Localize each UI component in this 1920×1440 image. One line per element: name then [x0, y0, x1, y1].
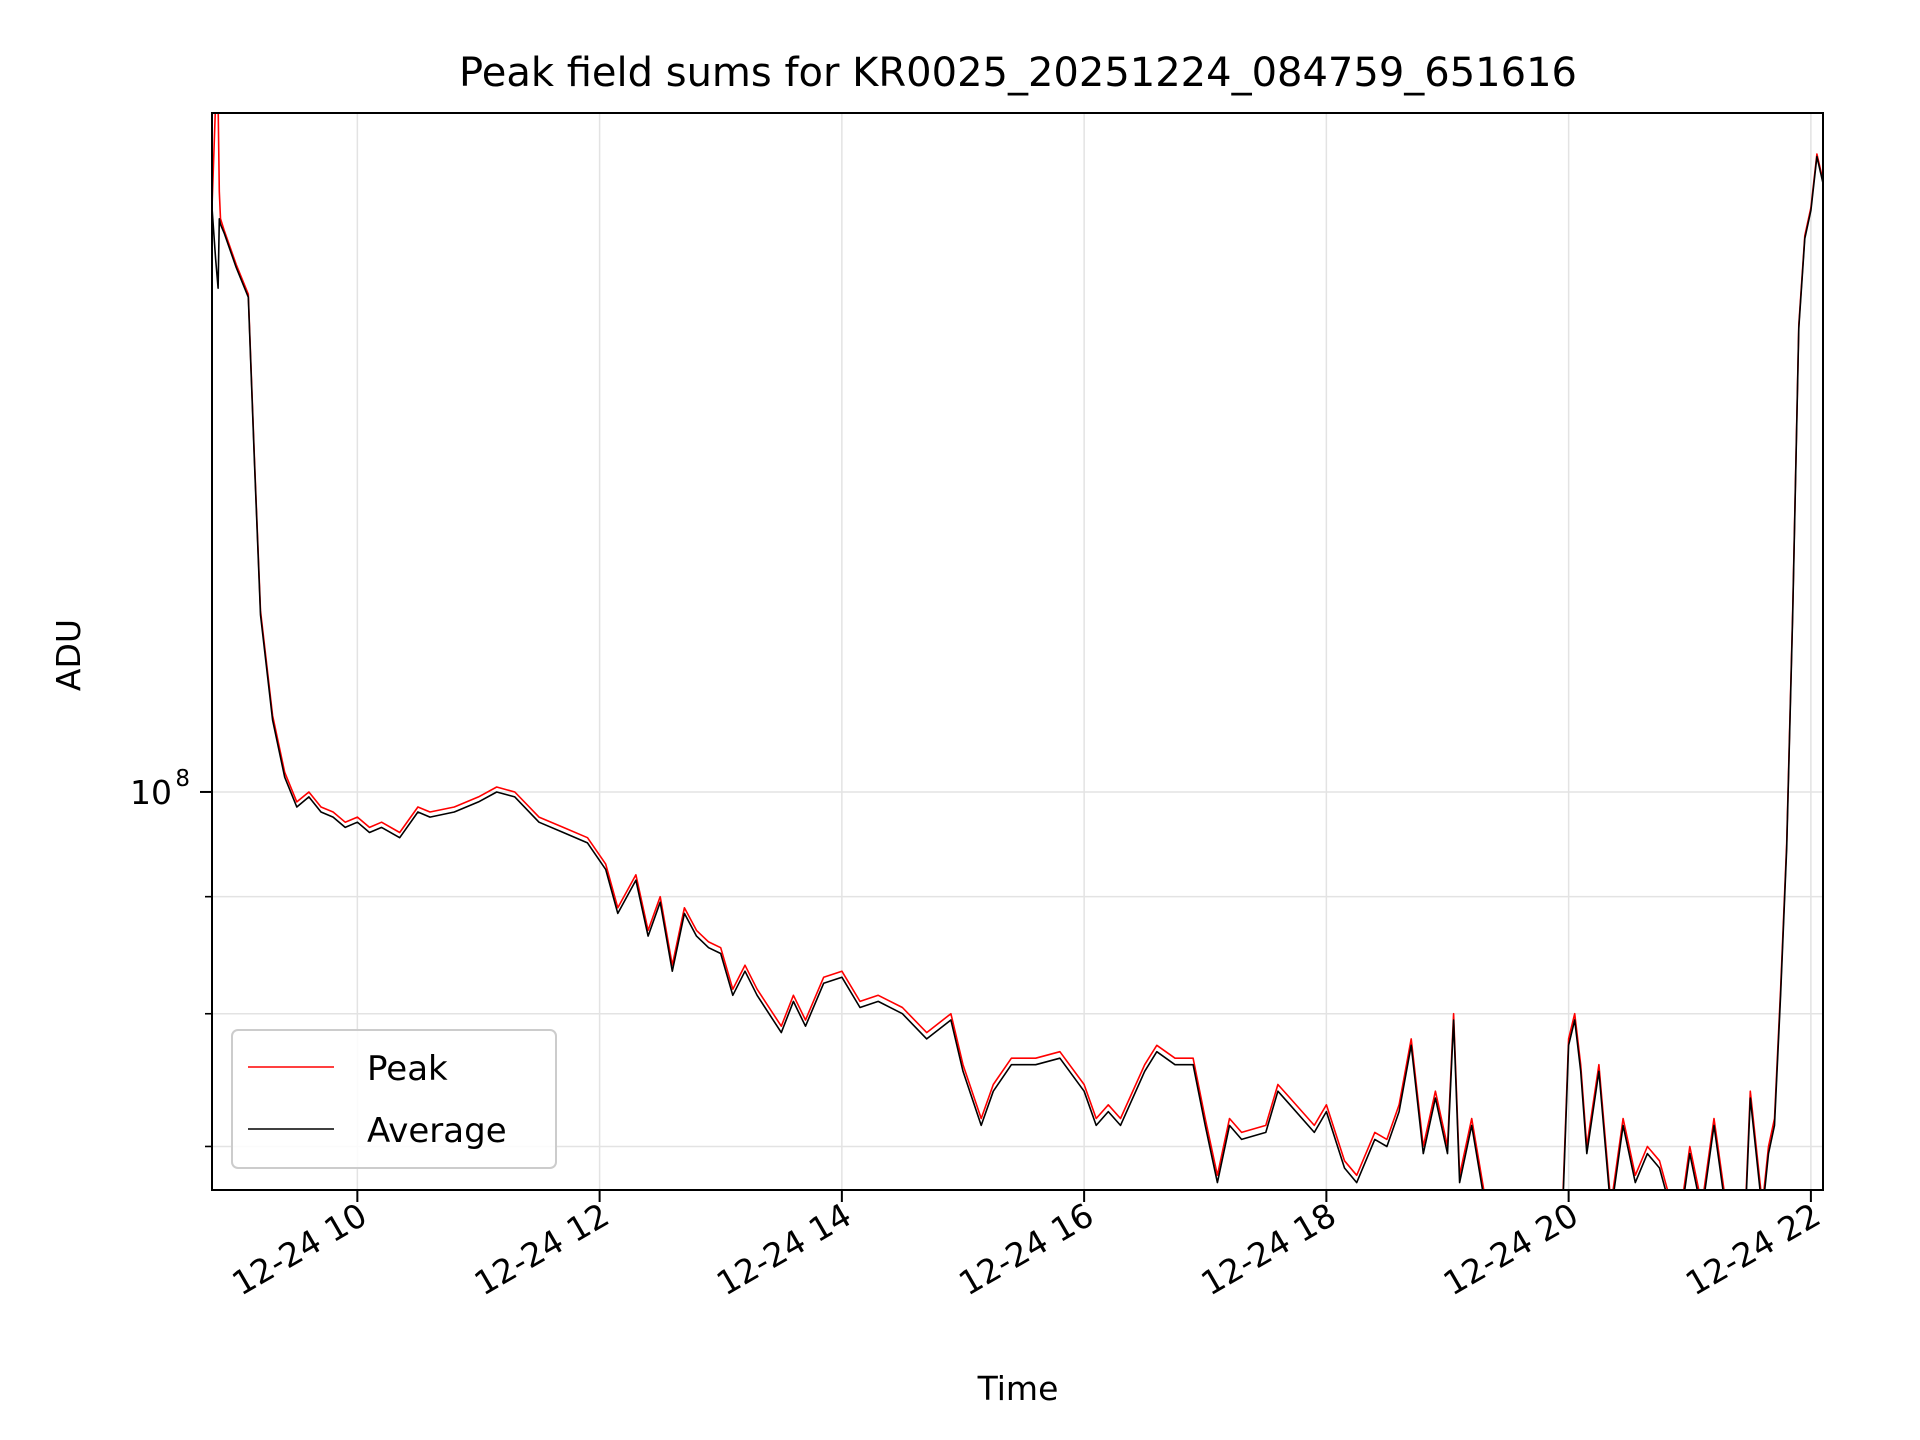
- y-tick-label-base: 10: [130, 773, 172, 812]
- y-tick-label-exponent: 8: [175, 766, 190, 792]
- x-axis-title: Time: [977, 1369, 1059, 1408]
- chart: Peak field sums for KR0025_20251224_0847…: [0, 0, 1920, 1440]
- legend-average-label: Average: [367, 1111, 507, 1151]
- figure-background: [0, 0, 1920, 1440]
- y-axis-title: ADU: [49, 619, 88, 691]
- chart-title: Peak field sums for KR0025_20251224_0847…: [459, 50, 1577, 96]
- legend-peak-label: Peak: [367, 1049, 448, 1089]
- legend: Peak Average: [232, 1030, 556, 1168]
